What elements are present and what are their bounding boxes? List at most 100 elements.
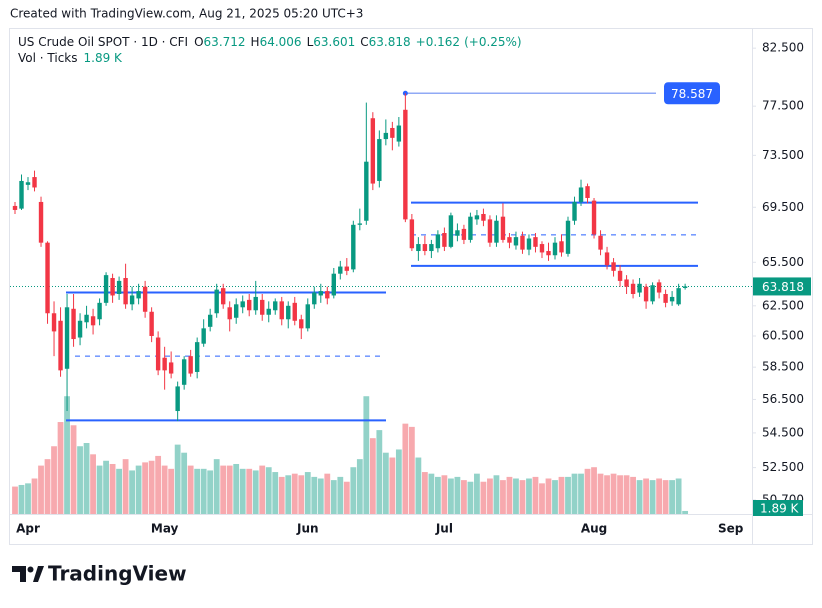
candle-body [565, 220, 571, 254]
candle-body [383, 132, 389, 140]
volume-bar [194, 468, 201, 514]
y-tick-label: 73.500 [762, 148, 804, 162]
volume-bar [591, 467, 597, 514]
candle-body [305, 304, 310, 329]
volume-bar [343, 481, 350, 514]
volume-bar [467, 481, 474, 514]
ohlc-key: H [251, 35, 260, 49]
candle-body [377, 139, 382, 181]
candle-body [630, 283, 636, 295]
volume-bar [187, 465, 194, 514]
volume-bar [135, 465, 142, 514]
volume-bar [636, 480, 643, 514]
candle-body [559, 241, 564, 253]
volume-bar [64, 396, 70, 514]
candle-body [64, 307, 70, 369]
y-tick-label: 56.500 [762, 392, 804, 406]
symbol: US Crude Oil SPOT · 1D · CFI [18, 35, 188, 49]
candle-body [533, 237, 538, 247]
candle-body [45, 242, 50, 314]
volume-bar [83, 443, 90, 514]
volume-bar [25, 483, 31, 514]
volume-bar [239, 468, 246, 514]
candle-body [12, 205, 18, 210]
candle-body [260, 299, 265, 315]
candle-body [58, 320, 63, 371]
brand-logo [12, 566, 44, 582]
candle-body [240, 301, 245, 308]
y-tick-label: 77.500 [762, 99, 804, 113]
volume-bar [168, 468, 175, 514]
candle-body [214, 289, 219, 314]
volume-bar [493, 475, 500, 514]
volume-bar [116, 468, 122, 514]
candle-body [331, 273, 336, 296]
candle-body [422, 244, 428, 252]
candle-body [604, 252, 610, 266]
volume-bar [278, 476, 285, 514]
volume-bar [376, 430, 383, 514]
candle-body [526, 238, 532, 250]
candle-body [253, 296, 258, 311]
volume-bar [500, 480, 506, 514]
candle-body [669, 296, 675, 302]
candle-body [123, 278, 128, 305]
candle-body [116, 280, 122, 295]
volume-bar [389, 457, 396, 514]
x-tick-label: May [151, 522, 179, 536]
candle-body [455, 230, 460, 236]
volume-bar [532, 476, 539, 514]
candle-body [25, 182, 31, 185]
ohlc-value: 63.712 [204, 35, 246, 49]
x-tick-label: Jun [296, 522, 319, 536]
volume-bar [623, 475, 630, 514]
volume-bar [220, 465, 227, 514]
volume-bar [395, 449, 402, 514]
high-label-box [664, 82, 720, 105]
candle-body [637, 283, 642, 293]
candles-layer [12, 93, 688, 422]
candle-body [481, 213, 486, 221]
volume-bar [142, 462, 149, 514]
candle-body [247, 299, 252, 311]
candle-body [51, 313, 57, 332]
volume-bar [265, 467, 272, 514]
candle-body [507, 237, 512, 243]
last-price-label: 63.818 [762, 280, 804, 294]
volume-bar [669, 480, 676, 514]
volume-bar [233, 463, 240, 514]
volume-bar [51, 446, 57, 514]
high-label: 78.587 [671, 87, 713, 101]
volume-bar [129, 470, 136, 514]
volume-bar [630, 476, 636, 514]
candle-body [103, 275, 109, 303]
volume-bar [519, 480, 526, 514]
volume-bar [454, 476, 461, 514]
candle-body [38, 201, 44, 243]
candle-body [90, 316, 96, 326]
candle-body [552, 242, 558, 256]
volume-bar [604, 475, 610, 514]
candle-body [207, 314, 213, 327]
volume-bar [259, 465, 266, 514]
volume-bar [682, 510, 689, 514]
volume-bar [291, 473, 298, 514]
ohlc-key: C [360, 35, 368, 49]
volume-value: 1.89 K [84, 51, 124, 65]
volume-bar [474, 473, 480, 514]
ohlc-value: 63.601 [313, 35, 355, 49]
volume-bar [18, 484, 25, 514]
last-price-box [753, 277, 811, 296]
candle-body [279, 301, 284, 320]
volume-title: Vol · Ticks [18, 51, 78, 65]
y-tick-label: 82.500 [762, 41, 804, 55]
candle-body [292, 302, 297, 321]
volume-bar [448, 478, 454, 514]
change: +0.162 [416, 35, 460, 49]
volume-bar [428, 473, 435, 514]
candle-body [591, 200, 597, 235]
candle-body [611, 262, 616, 271]
volume-bar [311, 476, 318, 514]
volume-bar [90, 454, 96, 514]
volume-bar [246, 468, 253, 514]
